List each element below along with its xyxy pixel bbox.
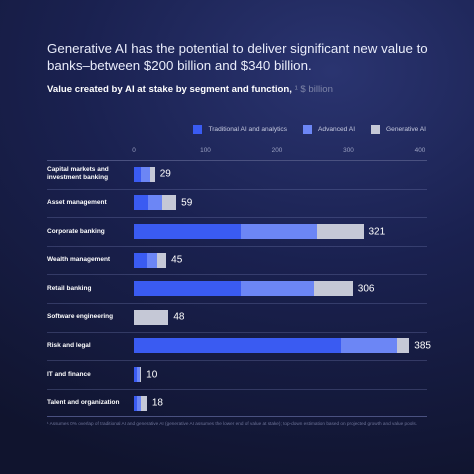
category-label: Corporate banking: [47, 227, 105, 235]
row-separator: [47, 388, 427, 390]
bar-segment-advanced: [241, 224, 318, 239]
bar-segment-traditional: [134, 281, 242, 297]
x-tick-label: 300: [343, 147, 354, 154]
category-label: Wealth management: [47, 256, 111, 264]
bar-value-label: 29: [159, 168, 171, 180]
footnote: ¹ Assumes 0% overlap of traditional AI a…: [47, 421, 418, 426]
x-tick-label: 400: [414, 147, 426, 154]
bar-segment-advanced: [136, 395, 142, 411]
bar-segment-traditional: [134, 166, 142, 182]
legend-swatch-traditional: [193, 125, 203, 134]
row-separator: [47, 303, 427, 304]
chart-legend: Traditional AI and analytics Advanced AI…: [193, 125, 426, 134]
bar-segment-advanced: [146, 252, 157, 268]
row-separator: [47, 245, 427, 247]
bar-segment-traditional: [134, 338, 342, 354]
bar-value-label: 385: [414, 340, 431, 352]
bar-segment-generative: [397, 338, 410, 354]
bar-segment-advanced: [241, 281, 315, 297]
legend-item-advanced: Advanced AI: [303, 125, 355, 134]
bar-value-label: 18: [151, 397, 163, 409]
category-label: IT and finance: [47, 370, 91, 378]
bar-segment-advanced: [341, 338, 398, 354]
chart-top-rule: [47, 160, 427, 161]
category-label: Capital markets and investment banking: [47, 166, 109, 182]
bar-value-label: 59: [181, 197, 193, 209]
legend-item-generative: Generative AI: [371, 125, 426, 134]
row-separator: [47, 274, 427, 276]
chart-bottom-rule: [47, 416, 427, 417]
bar-segment-generative: [314, 281, 353, 297]
category-label: Talent and organization: [47, 399, 120, 407]
bar-segment-generative: [141, 395, 147, 411]
bar-value-label: 321: [368, 226, 386, 237]
bar-segment-generative: [317, 224, 364, 239]
bar-value-label: 10: [146, 369, 158, 380]
x-tick-label: 100: [200, 147, 211, 154]
bar-segment-advanced: [141, 166, 150, 182]
row-separator: [47, 331, 427, 333]
bar-segment-generative: [161, 195, 177, 211]
bar-segment-generative: [134, 309, 169, 325]
bar-segment-generative: [139, 367, 142, 382]
chart-subtitle: Value created by AI at stake by segment …: [47, 84, 333, 95]
category-label: Risk and legal: [47, 341, 91, 349]
legend-label-advanced: Advanced AI: [318, 126, 356, 133]
x-tick-label: 0: [132, 147, 136, 154]
bar-segment-generative: [149, 166, 155, 182]
bar-value-label: 306: [357, 283, 375, 295]
legend-label-traditional: Traditional AI and analytics: [208, 126, 288, 133]
bar-segment-traditional: [134, 195, 149, 211]
bar-segment-traditional: [134, 395, 137, 411]
legend-label-generative: Generative AI: [386, 126, 426, 133]
bar-segment-traditional: [134, 224, 242, 239]
row-separator: [47, 360, 427, 362]
legend-item-traditional: Traditional AI and analytics: [193, 125, 287, 134]
category-label: Asset management: [47, 198, 107, 206]
x-tick-label: 200: [271, 147, 283, 154]
bar-value-label: 48: [173, 311, 185, 323]
bar-segment-advanced: [148, 195, 162, 211]
category-label: Retail banking: [47, 284, 92, 292]
bar-segment-traditional: [134, 252, 147, 268]
chart-subtitle-unit: ¹ $ billion: [294, 84, 333, 95]
row-separator: [47, 188, 427, 190]
category-label: Software engineering: [47, 313, 114, 321]
legend-swatch-generative: [371, 125, 381, 134]
bar-segment-traditional: [134, 367, 137, 382]
row-separator: [47, 217, 427, 219]
bar-value-label: 45: [171, 254, 183, 266]
headline: Generative AI has the potential to deliv…: [47, 41, 428, 73]
bar-segment-generative: [156, 252, 167, 268]
bar-segment-advanced: [136, 367, 140, 382]
chart-subtitle-text: Value created by AI at stake by segment …: [47, 84, 292, 95]
legend-swatch-advanced: [303, 125, 313, 134]
